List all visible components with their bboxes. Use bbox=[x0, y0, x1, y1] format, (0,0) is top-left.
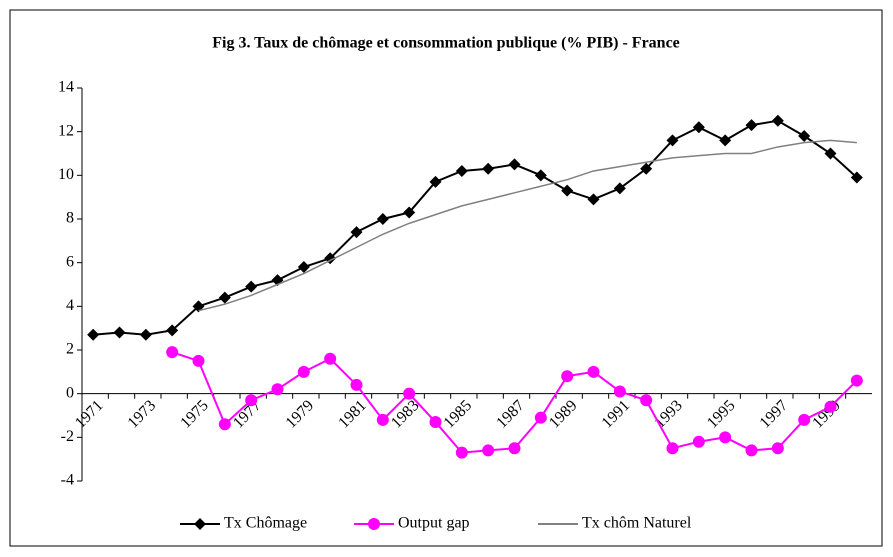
legend-label: Tx chôm Naturel bbox=[582, 515, 692, 532]
point bbox=[455, 164, 468, 177]
legend-label: Output gap bbox=[398, 515, 470, 532]
point bbox=[113, 326, 126, 339]
point bbox=[534, 411, 547, 424]
point bbox=[692, 121, 705, 134]
point bbox=[429, 416, 442, 429]
point bbox=[771, 114, 784, 127]
y-tick-label: 10 bbox=[58, 166, 74, 183]
chart-title: Fig 3. Taux de chômage et consommation p… bbox=[212, 35, 680, 52]
point bbox=[376, 413, 389, 426]
point bbox=[666, 442, 679, 455]
point bbox=[508, 442, 521, 455]
point bbox=[798, 130, 811, 143]
point bbox=[824, 147, 837, 160]
y-tick-label: 12 bbox=[58, 122, 74, 139]
point bbox=[271, 383, 284, 396]
point bbox=[587, 365, 600, 378]
point bbox=[482, 162, 495, 175]
point bbox=[482, 444, 495, 457]
point bbox=[561, 370, 574, 383]
point bbox=[640, 394, 653, 407]
y-tick-label: -2 bbox=[61, 428, 74, 445]
legend-marker bbox=[194, 518, 206, 530]
y-tick-label: -4 bbox=[61, 472, 74, 489]
point bbox=[850, 374, 863, 387]
point bbox=[166, 346, 179, 359]
point bbox=[719, 431, 732, 444]
point bbox=[771, 442, 784, 455]
point bbox=[719, 134, 732, 147]
point bbox=[745, 119, 758, 132]
point bbox=[640, 162, 653, 175]
point bbox=[245, 280, 258, 293]
point bbox=[824, 400, 837, 413]
point bbox=[350, 378, 363, 391]
point bbox=[166, 324, 179, 337]
point bbox=[613, 182, 626, 195]
series-line bbox=[198, 139, 857, 312]
point bbox=[587, 193, 600, 206]
point bbox=[745, 444, 758, 457]
point bbox=[455, 446, 468, 459]
point bbox=[692, 435, 705, 448]
legend-label: Tx Chômage bbox=[224, 515, 307, 532]
point bbox=[508, 158, 521, 171]
point bbox=[350, 226, 363, 239]
point bbox=[218, 418, 231, 431]
point bbox=[561, 184, 574, 197]
point bbox=[324, 352, 337, 365]
chart-border bbox=[9, 9, 883, 547]
point bbox=[403, 387, 416, 400]
point bbox=[192, 354, 205, 367]
point bbox=[218, 291, 231, 304]
point bbox=[245, 394, 258, 407]
point bbox=[139, 328, 152, 341]
point bbox=[87, 328, 100, 341]
y-tick-label: 0 bbox=[66, 384, 74, 401]
y-tick-label: 4 bbox=[66, 297, 74, 314]
point bbox=[297, 365, 310, 378]
legend-marker bbox=[368, 518, 380, 530]
point bbox=[666, 134, 679, 147]
point bbox=[403, 206, 416, 219]
point bbox=[850, 171, 863, 184]
y-tick-label: 6 bbox=[66, 253, 74, 270]
point bbox=[613, 385, 626, 398]
point bbox=[534, 169, 547, 182]
point bbox=[376, 213, 389, 225]
point bbox=[798, 413, 811, 426]
point bbox=[297, 261, 310, 274]
y-tick-label: 2 bbox=[66, 341, 74, 358]
y-tick-label: 14 bbox=[58, 79, 74, 96]
y-tick-label: 8 bbox=[66, 210, 74, 227]
point bbox=[429, 175, 442, 188]
